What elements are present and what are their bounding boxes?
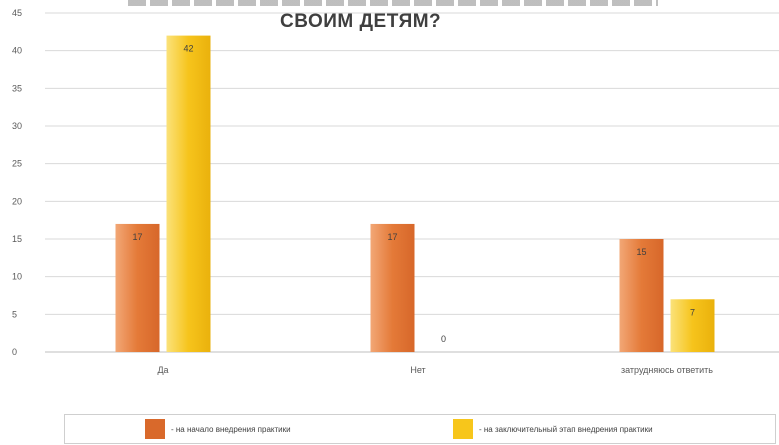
x-category-label: Нет [410,365,425,375]
data-label-series1-2: 15 [636,247,646,257]
bar-series2-0 [166,35,211,352]
data-label-series2-0: 42 [183,44,193,54]
legend-swatch-series-2 [453,419,473,439]
bar-series1-2 [619,239,664,352]
y-tick-label: 5 [12,309,17,319]
legend-label-series-2: - на заключительный этап внедрения практ… [479,424,653,434]
y-axis-ticks: 0 5 10 15 20 25 30 35 40 45 [12,8,22,357]
x-category-label: Да [157,365,168,375]
bar-series2-2 [670,299,715,352]
bar-series1-1 [370,223,415,352]
y-tick-label: 45 [12,8,22,18]
data-label-series1-1: 17 [387,232,397,242]
bars [115,35,715,352]
y-tick-label: 40 [12,46,22,56]
data-label-series2-2: 7 [690,307,695,317]
chart-title: СВОИМ ДЕТЯМ? [280,11,442,32]
data-label-series1-0: 17 [132,232,142,242]
y-tick-label: 0 [12,347,17,357]
y-tick-label: 15 [12,234,22,244]
bar-series1-0 [115,223,160,352]
chart-legend: - на начало внедрения практики - на закл… [64,414,776,444]
data-label-series2-1: 0 [441,334,446,344]
legend-label-series-1: - на начало внедрения практики [171,424,291,434]
y-tick-label: 10 [12,272,22,282]
legend-item-series-2: - на заключительный этап внедрения практ… [453,419,653,439]
x-axis-categories: Да Нет затрудняюсь ответить [157,365,713,375]
x-category-label: затрудняюсь ответить [621,365,713,375]
data-labels: 17 42 17 0 15 7 [132,44,695,344]
y-tick-label: 25 [12,159,22,169]
y-tick-label: 20 [12,196,22,206]
title-cut-off-line [128,0,658,6]
y-tick-label: 35 [12,83,22,93]
chart-plot: 0 5 10 15 20 25 30 35 40 45 17 42 17 0 15 7 Да Нет затру… [12,8,779,375]
legend-swatch-series-1 [145,419,165,439]
y-tick-label: 30 [12,121,22,131]
legend-item-series-1: - на начало внедрения практики [145,419,291,439]
